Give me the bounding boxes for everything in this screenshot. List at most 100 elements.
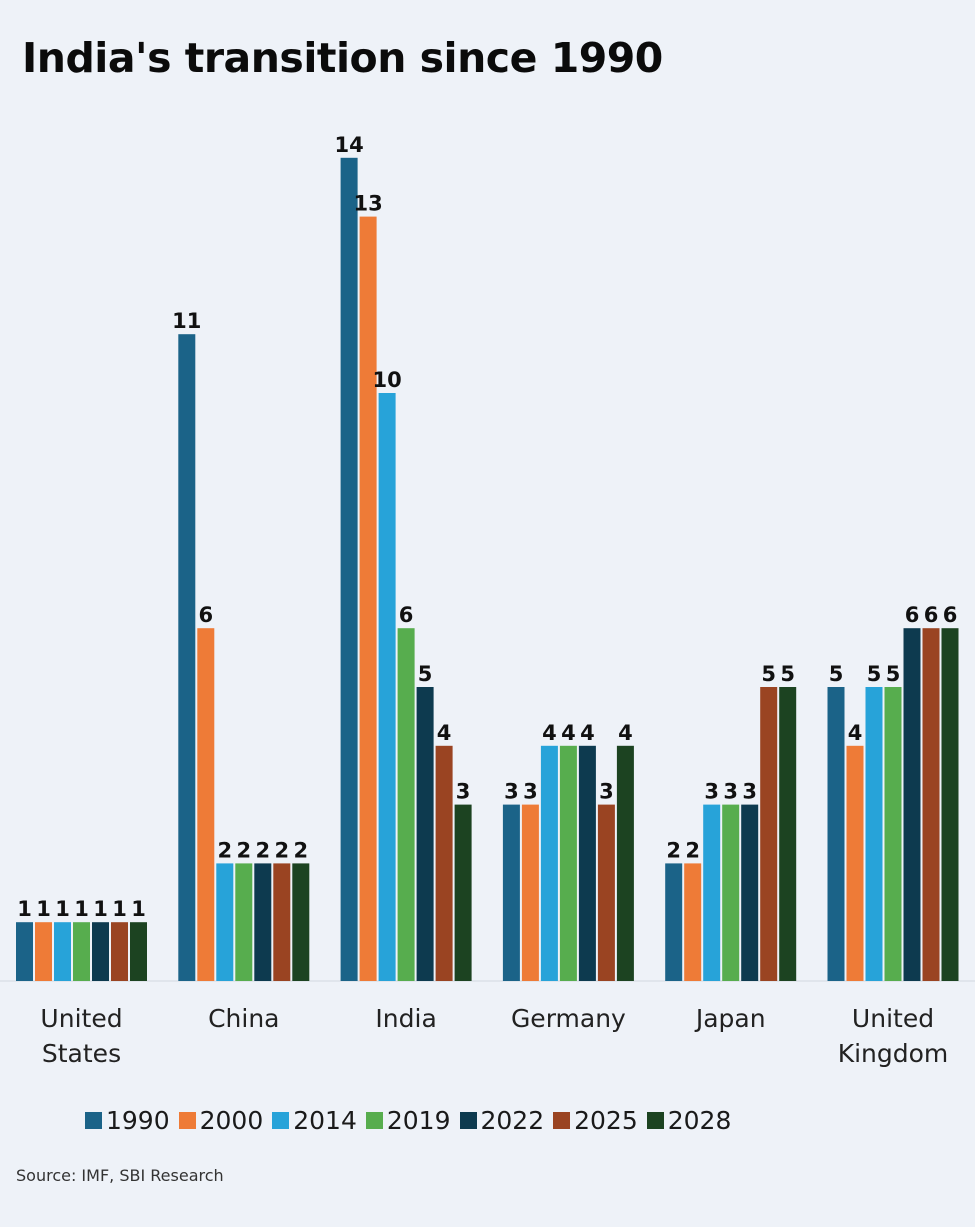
data-label: 2 — [293, 838, 308, 862]
bar-india-2000 — [359, 216, 377, 982]
bar-germany-1990 — [502, 804, 520, 981]
data-label: 3 — [599, 780, 614, 804]
data-label: 1 — [55, 897, 70, 921]
data-label: 2 — [685, 838, 700, 862]
bar-united-states-2000 — [35, 922, 52, 981]
legend-label: 2019 — [386, 1106, 451, 1135]
data-label: 1 — [131, 897, 146, 921]
data-label: 1 — [36, 897, 51, 921]
data-label: 3 — [456, 780, 471, 804]
bar-germany-2025 — [597, 804, 615, 981]
bar-germany-2019 — [559, 745, 577, 981]
bar-united-states-2028 — [130, 922, 147, 981]
bar-united-kingdom-1990 — [827, 687, 845, 981]
bar-germany-2000 — [521, 804, 539, 981]
data-label: 4 — [848, 721, 863, 745]
legend-label: 2028 — [667, 1106, 732, 1135]
bar-germany-2014 — [540, 745, 558, 981]
bar-united-states-2025 — [111, 922, 128, 981]
source-note: Source: IMF, SBI Research — [16, 1166, 224, 1185]
bar-japan-2025 — [760, 687, 778, 981]
legend-swatch — [365, 1112, 383, 1129]
data-label: 2 — [274, 838, 289, 862]
bar-japan-2000 — [684, 863, 702, 981]
bar-china-2022 — [254, 863, 272, 981]
legend-label: 2000 — [199, 1106, 264, 1135]
bar-united-kingdom-2019 — [884, 687, 902, 981]
data-label: 6 — [198, 603, 213, 627]
bar-china-2019 — [235, 863, 253, 981]
data-label: 3 — [523, 780, 538, 804]
category-label: United Kingdom — [838, 1004, 949, 1068]
bar-united-kingdom-2014 — [865, 687, 883, 981]
data-label: 4 — [580, 721, 595, 745]
data-label: 1 — [112, 897, 127, 921]
data-label: 5 — [761, 662, 776, 686]
bar-china-1990 — [178, 334, 196, 981]
bar-united-kingdom-2028 — [941, 628, 959, 981]
bar-united-states-2022 — [92, 922, 109, 981]
bar-india-1990 — [340, 157, 358, 982]
bar-united-states-2014 — [54, 922, 71, 981]
legend-item-1990: 1990 — [85, 1106, 170, 1135]
legend-item-2028: 2028 — [646, 1106, 732, 1135]
legend-label: 2025 — [574, 1106, 638, 1135]
bar-japan-2022 — [741, 804, 759, 981]
bar-united-kingdom-2025 — [922, 628, 940, 981]
legend-item-2014: 2014 — [272, 1106, 357, 1135]
bar-united-states-2019 — [73, 922, 90, 981]
legend-swatch — [85, 1112, 102, 1129]
data-label: 6 — [905, 603, 920, 627]
data-label: 3 — [504, 780, 519, 804]
bar-india-2019 — [397, 628, 415, 981]
legend-item-2025: 2025 — [553, 1106, 638, 1135]
data-label: 6 — [943, 603, 958, 627]
bar-united-kingdom-2022 — [903, 628, 921, 981]
data-label: 6 — [924, 603, 939, 627]
bar-germany-2028 — [616, 745, 634, 981]
bar-japan-2014 — [703, 804, 721, 981]
category-label: Japan — [694, 1004, 766, 1033]
data-label: 5 — [867, 662, 882, 686]
data-label: 3 — [742, 780, 757, 804]
data-label: 2 — [217, 838, 232, 862]
data-label: 6 — [399, 603, 414, 627]
bar-united-states-1990 — [16, 922, 33, 981]
bar-india-2022 — [416, 687, 434, 981]
data-label: 1 — [17, 897, 32, 921]
data-label: 11 — [172, 309, 201, 333]
legend-item-2022: 2022 — [459, 1106, 545, 1135]
data-label: 4 — [618, 721, 633, 745]
category-label: United States — [40, 1004, 122, 1068]
legend-swatch — [272, 1112, 290, 1129]
data-label: 5 — [418, 662, 433, 686]
data-label: 4 — [542, 721, 557, 745]
legend: 1990 2000 2014 2019 2022 2025 2028 — [85, 1106, 740, 1135]
data-label: 2 — [666, 838, 681, 862]
data-label: 2 — [236, 838, 251, 862]
bar-china-2000 — [197, 628, 215, 981]
data-label: 13 — [353, 192, 382, 216]
legend-swatch — [553, 1112, 571, 1129]
legend-item-2000: 2000 — [178, 1106, 264, 1135]
bar-united-kingdom-2000 — [846, 745, 864, 981]
data-label: 3 — [723, 780, 738, 804]
category-label: India — [375, 1004, 436, 1033]
legend-swatch — [459, 1112, 477, 1129]
bar-germany-2022 — [578, 745, 596, 981]
data-label: 1 — [74, 897, 89, 921]
legend-label: 2014 — [293, 1106, 357, 1135]
bar-china-2025 — [273, 863, 291, 981]
legend-item-2019: 2019 — [365, 1106, 451, 1135]
data-label: 2 — [255, 838, 270, 862]
legend-swatch — [646, 1112, 664, 1129]
legend-label: 2022 — [480, 1106, 545, 1135]
data-label: 10 — [372, 368, 401, 392]
data-label: 5 — [780, 662, 795, 686]
bar-china-2014 — [216, 863, 234, 981]
category-label: China — [208, 1004, 279, 1033]
bar-china-2028 — [292, 863, 310, 981]
legend-label: 1990 — [106, 1106, 170, 1135]
data-label: 1 — [93, 897, 108, 921]
data-label: 5 — [829, 662, 844, 686]
